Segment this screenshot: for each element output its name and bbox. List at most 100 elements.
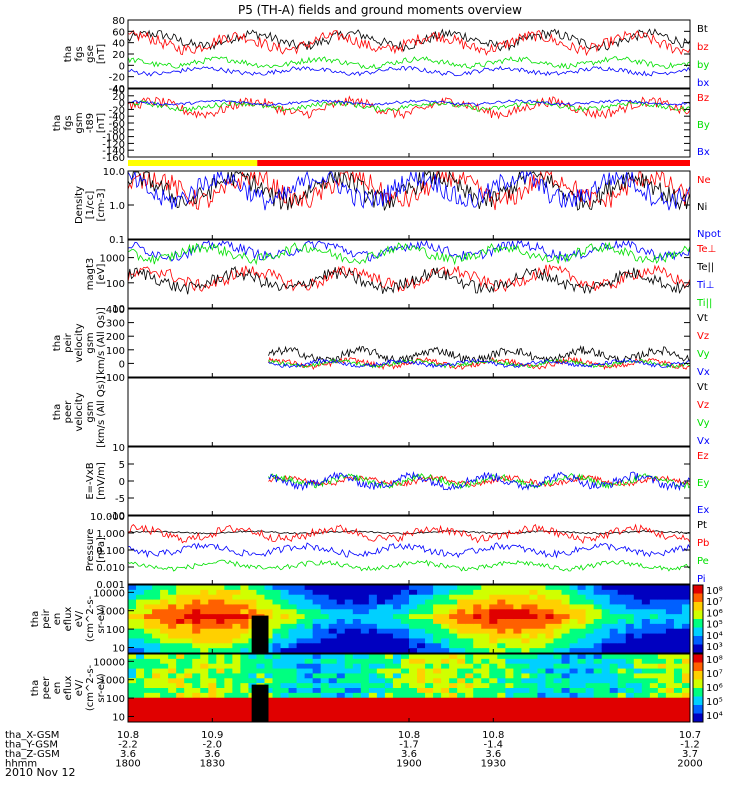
heat-cell — [505, 638, 514, 644]
heat-cell — [304, 619, 314, 625]
heat-cell — [417, 663, 426, 670]
heat-cell — [513, 673, 522, 679]
panel-pressure: Pressure[nPa]10.0001.0000.1000.0100.001P… — [85, 512, 709, 591]
heat-cell — [296, 599, 306, 605]
heat-cell — [665, 614, 675, 620]
heat-cell — [192, 594, 201, 601]
heat-cell — [288, 628, 298, 635]
heat-cell — [216, 585, 225, 591]
heat-cell — [513, 678, 522, 684]
heat-cell — [152, 648, 161, 654]
heat-cell — [400, 599, 410, 605]
heat-cell — [633, 609, 643, 615]
heat-cell — [417, 638, 426, 644]
heat-cell — [168, 702, 177, 708]
heat-cell — [392, 643, 402, 649]
heat-cell — [569, 638, 579, 644]
heat-cell — [184, 604, 193, 610]
heat-cell — [473, 609, 482, 615]
heat-cell — [497, 658, 506, 665]
heat-cell — [400, 643, 410, 649]
heat-cell — [649, 717, 659, 723]
heat-cell — [425, 614, 434, 620]
heat-cell — [481, 678, 490, 684]
heat-cell — [425, 585, 434, 591]
heat-cell — [521, 623, 530, 630]
heat-cell — [184, 643, 193, 649]
heat-cell — [320, 585, 330, 591]
mode-bar-segment-1 — [257, 160, 690, 166]
heat-cell — [264, 609, 274, 615]
heat-cell — [497, 707, 506, 713]
heat-cell — [681, 688, 691, 694]
heat-cell — [537, 683, 546, 689]
heat-cell — [673, 599, 683, 605]
heat-cell — [505, 663, 514, 670]
ylabel-line: (cm^2-s- — [85, 595, 96, 642]
heat-cell — [441, 623, 450, 630]
heat-cell — [184, 678, 193, 684]
heat-cell — [473, 654, 482, 660]
heat-cell — [336, 623, 346, 630]
heat-cell — [328, 628, 338, 635]
heat-cell — [288, 668, 298, 674]
xaxis-value: -2.0 — [203, 740, 223, 751]
heat-cell — [633, 643, 643, 649]
heat-cell — [425, 648, 434, 654]
heat-cell — [312, 643, 322, 649]
heat-cell — [441, 638, 450, 644]
heat-cell — [152, 717, 161, 723]
heat-cell — [288, 585, 298, 591]
heat-cell — [304, 692, 314, 699]
heat-cell — [617, 707, 627, 713]
heat-cell — [521, 604, 530, 610]
heat-cell — [481, 585, 490, 591]
heat-cell — [449, 599, 458, 605]
heat-cell — [160, 663, 169, 670]
data-gap — [251, 615, 269, 653]
heat-cell — [569, 668, 579, 674]
heat-cell — [569, 654, 579, 660]
heat-cell — [513, 712, 522, 718]
heat-cell — [521, 648, 530, 654]
heat-cell — [232, 654, 241, 660]
heat-cell — [368, 638, 378, 644]
heat-cell — [601, 623, 611, 630]
heat-cell — [400, 654, 410, 660]
heat-cell — [176, 604, 185, 610]
heat-cell — [360, 658, 370, 665]
ytick-label: -100 — [102, 373, 125, 384]
heat-cell — [328, 658, 338, 665]
heat-cell — [593, 678, 603, 684]
heat-cell — [513, 654, 522, 660]
heat-cell — [224, 623, 233, 630]
heat-cell — [681, 604, 691, 610]
heat-cell — [513, 604, 522, 610]
heat-cell — [160, 604, 169, 610]
heat-cell — [473, 678, 482, 684]
xaxis-value: 2000 — [677, 759, 702, 770]
heat-cell — [288, 673, 298, 679]
heat-cell — [481, 717, 490, 723]
heat-cell — [417, 599, 426, 605]
heat-cell — [360, 702, 370, 708]
heat-cell — [320, 589, 330, 596]
heat-cell — [513, 638, 522, 644]
date-label: 2010 Nov 12 — [5, 766, 75, 779]
heat-cell — [192, 623, 201, 630]
legend-By: By — [697, 120, 710, 131]
heat-cell — [641, 658, 651, 665]
heat-cell — [248, 609, 257, 615]
heat-cell — [176, 599, 185, 605]
heat-cell — [176, 663, 185, 670]
ylabel-line: eV/ — [74, 610, 85, 627]
heat-cell — [553, 702, 563, 708]
heat-cell — [633, 688, 643, 694]
heat-cell — [537, 609, 546, 615]
heat-cell — [681, 702, 691, 708]
heat-cell — [352, 683, 362, 689]
heat-cell — [609, 702, 619, 708]
heat-cell — [144, 654, 153, 660]
heat-cell — [633, 712, 643, 718]
heat-cell — [328, 623, 338, 630]
